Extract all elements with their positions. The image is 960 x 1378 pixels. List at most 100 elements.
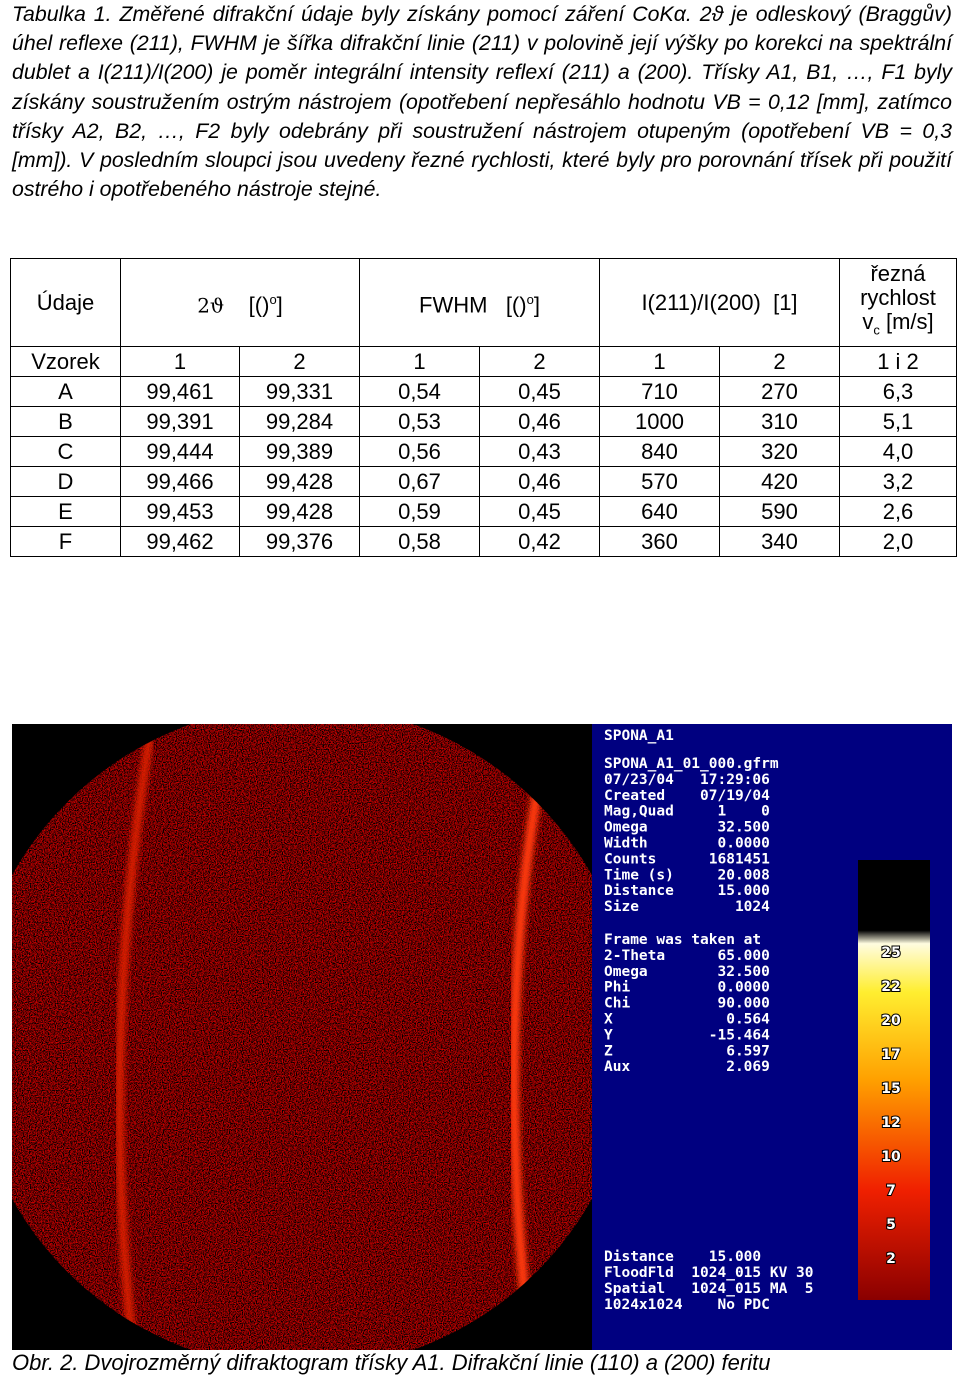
scale-label: 25 bbox=[881, 945, 900, 961]
table-cell: B bbox=[10, 406, 121, 437]
info-line: Y -15.464 bbox=[604, 1027, 770, 1043]
table-cell: 99,428 bbox=[239, 466, 360, 497]
table-cell: 1000 bbox=[599, 406, 720, 437]
unit-sup: o bbox=[526, 291, 534, 307]
info-line: Mag,Quad 1 0 bbox=[604, 804, 770, 820]
table-row: E 99,453 99,428 0,59 0,45 640 590 2,6 bbox=[10, 496, 957, 527]
scale-label: 20 bbox=[881, 1013, 901, 1029]
figure-caption: Obr. 2. Dvojrozměrný difraktogram třísky… bbox=[12, 1350, 771, 1375]
info-line: 2-Theta 65.000 bbox=[604, 948, 770, 964]
info-line: Distance 15.000 bbox=[604, 883, 770, 899]
table-cell: 99,444 bbox=[120, 436, 240, 467]
table-row: B 99,391 99,284 0,53 0,46 1000 310 5,1 bbox=[10, 406, 957, 437]
table-cell: 710 bbox=[599, 376, 720, 407]
table-row: A 99,461 99,331 0,54 0,45 710 270 6,3 bbox=[10, 376, 957, 407]
scale-label: 5 bbox=[886, 1217, 896, 1233]
info-line: Aux 2.069 bbox=[604, 1059, 770, 1075]
table-cell: 640 bbox=[599, 496, 720, 527]
unit: [() bbox=[248, 292, 270, 318]
table-row: F 99,462 99,376 0,58 0,42 360 340 2,0 bbox=[10, 526, 957, 557]
table-cell: 99,453 bbox=[120, 496, 240, 527]
scale-label: 2 bbox=[886, 1251, 896, 1267]
info-line: Width 0.0000 bbox=[604, 836, 770, 852]
header-cell: I(211)/I(200) [1] bbox=[599, 258, 840, 347]
table-cell: 0,53 bbox=[359, 406, 480, 437]
table-cell: 5,1 bbox=[839, 406, 957, 437]
table-cell: 2 bbox=[239, 346, 360, 377]
unit: ] bbox=[276, 292, 283, 318]
table-cell: 99,284 bbox=[239, 406, 360, 437]
table-cell: 360 bbox=[599, 526, 720, 557]
unit: [m/s] bbox=[885, 309, 934, 335]
table-cell: 3,2 bbox=[839, 466, 957, 497]
info-line: 07/23/04 17:29:06 bbox=[604, 772, 770, 788]
table-cell: 0,56 bbox=[359, 436, 480, 467]
table-cell: 0,67 bbox=[359, 466, 480, 497]
table-row: Vzorek 1 2 1 2 1 2 1 i 2 bbox=[10, 346, 957, 377]
label-sub: c bbox=[873, 322, 880, 338]
scale-label: 7 bbox=[886, 1183, 896, 1199]
label: řezná bbox=[870, 261, 926, 287]
header-cell: řezná rychlost vc [m/s] bbox=[839, 258, 957, 347]
table-cell: 99,461 bbox=[120, 376, 240, 407]
table-cell: F bbox=[10, 526, 121, 557]
info-line: Counts 1681451 bbox=[604, 851, 770, 867]
info-line: Z 6.597 bbox=[604, 1043, 770, 1059]
table-cell: 0,46 bbox=[479, 406, 600, 437]
scale-label: 22 bbox=[881, 979, 900, 995]
info-line: Frame was taken at bbox=[604, 932, 761, 948]
label: FWHM bbox=[419, 292, 488, 318]
table-cell: 270 bbox=[719, 376, 840, 407]
data-table: Údaje 2ϑ [()o] FWHM [()o] I(211)/I(200) … bbox=[10, 258, 957, 557]
info-line: X 0.564 bbox=[604, 1012, 770, 1028]
scale-label: 15 bbox=[881, 1081, 900, 1097]
table-cell: 0,43 bbox=[479, 436, 600, 467]
table-cell: 6,3 bbox=[839, 376, 957, 407]
info-line: Omega 32.500 bbox=[604, 964, 770, 980]
table-cell: 0,54 bbox=[359, 376, 480, 407]
table-caption: Tabulka 1. Změřené difrakční údaje byly … bbox=[12, 2, 952, 202]
table-cell: Vzorek bbox=[10, 346, 121, 377]
color-bar bbox=[858, 860, 930, 1300]
info-line: Size 1024 bbox=[604, 899, 770, 915]
scale-label: 17 bbox=[881, 1047, 900, 1063]
table-cell: 4,0 bbox=[839, 436, 957, 467]
table-cell: 99,331 bbox=[239, 376, 360, 407]
info-line: Chi 90.000 bbox=[604, 996, 770, 1012]
info-line: SPONA_A1_01_000.gfrm bbox=[604, 756, 779, 772]
info-line: Omega 32.500 bbox=[604, 820, 770, 836]
unit: ] bbox=[533, 292, 540, 318]
header-cell: 2ϑ [()o] bbox=[120, 258, 360, 347]
table-cell: 420 bbox=[719, 466, 840, 497]
diffraction-image bbox=[12, 724, 592, 1350]
table-cell: 99,466 bbox=[120, 466, 240, 497]
label: rychlost bbox=[860, 285, 936, 311]
label: v bbox=[862, 309, 874, 335]
scale-label: 12 bbox=[881, 1115, 900, 1131]
table-cell: 0,42 bbox=[479, 526, 600, 557]
info-line: Spatial 1024_015 MA 5 bbox=[604, 1281, 814, 1297]
table-cell: C bbox=[10, 436, 121, 467]
unit-sup: o bbox=[269, 291, 277, 307]
table-cell: 99,428 bbox=[239, 496, 360, 527]
table-cell: 340 bbox=[719, 526, 840, 557]
info-line: FloodFld 1024_015 KV 30 bbox=[604, 1265, 814, 1281]
info-line: Distance 15.000 bbox=[604, 1249, 761, 1265]
table-cell: 2,0 bbox=[839, 526, 957, 557]
table-cell: 1 bbox=[120, 346, 240, 377]
info-line: 1024x1024 No PDC bbox=[604, 1297, 770, 1313]
scale-label: 10 bbox=[881, 1149, 901, 1165]
unit: [() bbox=[505, 292, 527, 318]
symbol: 2ϑ bbox=[197, 293, 225, 318]
info-line: Time (s) 20.008 bbox=[604, 867, 770, 883]
image-title: SPONA_A1 bbox=[604, 728, 674, 744]
table-row: D 99,466 99,428 0,67 0,46 570 420 3,2 bbox=[10, 466, 957, 497]
table-cell: 99,462 bbox=[120, 526, 240, 557]
info-line: Created 07/19/04 bbox=[604, 788, 770, 804]
table-cell: 99,376 bbox=[239, 526, 360, 557]
info-line: Phi 0.0000 bbox=[604, 980, 770, 996]
table-cell: 2 bbox=[719, 346, 840, 377]
table-cell: 0,46 bbox=[479, 466, 600, 497]
